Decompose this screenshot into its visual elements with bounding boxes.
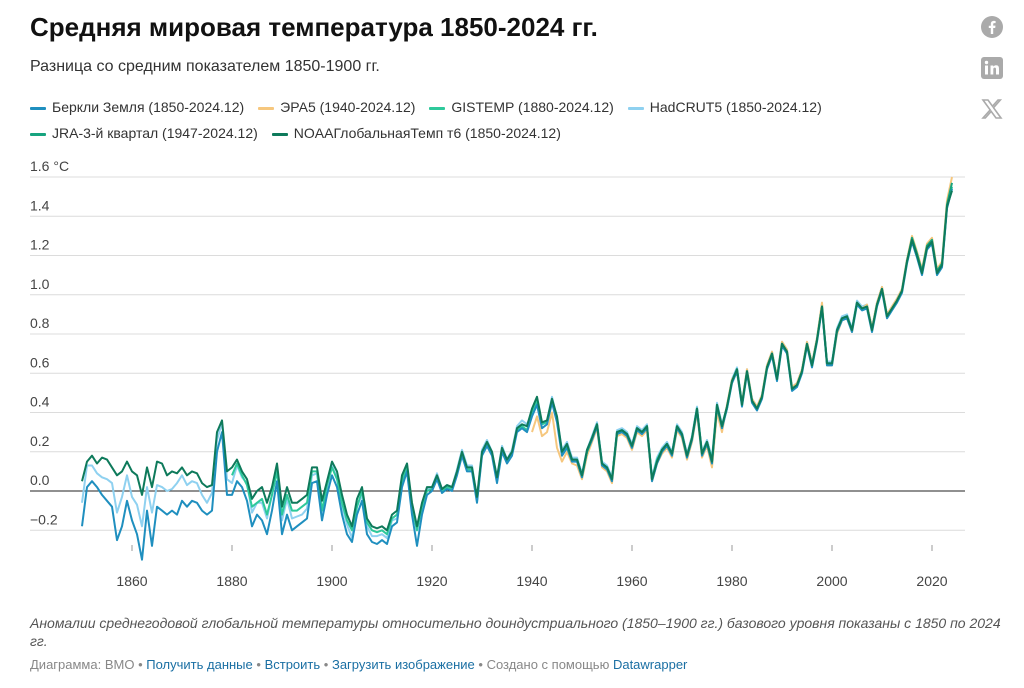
- created-with-label: Создано с помощью: [486, 657, 610, 672]
- series-line-1: [531, 176, 953, 485]
- legend-item: GISTEMP (1880-2024.12): [429, 94, 614, 120]
- chart-title: Средняя мировая температура 1850-2024 гг…: [30, 12, 598, 42]
- line-chart: −0.2 0.0 0.2 0.4 0.6 0.8 1.0 1.2 1.4 1.6 °C 1860 18…: [30, 158, 965, 589]
- x-tick-label: 1980: [716, 573, 747, 589]
- legend-item: NOAAГлобальнаяТемп т6 (1850-2024.12): [271, 120, 561, 146]
- separator: •: [478, 657, 483, 672]
- series-line-0: [81, 188, 953, 561]
- legend-label: NOAAГлобальнаяТемп т6 (1850-2024.12): [293, 125, 561, 141]
- download-image-link[interactable]: Загрузить изображение: [331, 657, 475, 672]
- separator: •: [323, 657, 329, 672]
- source-label: Диаграмма: ВМО: [30, 657, 135, 672]
- y-tick-label: 1.6 °C: [30, 158, 69, 174]
- y-tick-label: 1.2: [30, 237, 50, 253]
- y-tick-label: 0.6: [30, 354, 50, 370]
- legend-item: Беркли Земля (1850-2024.12): [30, 94, 244, 120]
- x-tick-label: 1900: [316, 573, 347, 589]
- legend-item: ЭРА5 (1940-2024.12): [258, 94, 415, 120]
- chart-footer: Диаграмма: ВМО • Получить данные • Встро…: [30, 657, 687, 672]
- x-twitter-icon: [981, 99, 1003, 119]
- legend-label: Беркли Земля (1850-2024.12): [52, 99, 245, 115]
- y-tick-label: 1.0: [30, 276, 50, 292]
- x-tick-label: 1920: [416, 573, 447, 589]
- x-tick-label: 1880: [216, 573, 247, 589]
- x-share-button[interactable]: [980, 97, 1004, 121]
- x-tick-label: 2000: [816, 573, 847, 589]
- x-tick-label: 1860: [116, 573, 147, 589]
- legend-swatch: [30, 106, 46, 110]
- y-tick-label: 0.8: [30, 315, 50, 331]
- y-tick-label: 0.0: [30, 472, 50, 488]
- embed-link[interactable]: Встроить: [264, 657, 321, 672]
- legend-swatch: [271, 132, 288, 136]
- linkedin-share-button[interactable]: [980, 56, 1004, 80]
- legend-swatch: [429, 106, 446, 110]
- legend-label: ЭРА5 (1940-2024.12): [280, 99, 416, 115]
- chart-subtitle: Разница со средним показателем 1850-1900…: [30, 58, 380, 75]
- datawrapper-link[interactable]: Datawrapper: [612, 657, 688, 672]
- legend-swatch: [627, 106, 644, 110]
- legend-item: JRA-3-й квартал (1947-2024.12): [30, 120, 258, 146]
- x-tick-label: 2020: [916, 573, 947, 589]
- separator: •: [138, 657, 143, 672]
- y-tick-label: 0.2: [30, 433, 50, 449]
- x-tick-label: 1960: [616, 573, 647, 589]
- y-tick-label: 1.4: [30, 197, 50, 213]
- linkedin-icon: [981, 57, 1003, 79]
- legend-item: HadCRUT5 (1850-2024.12): [627, 94, 822, 120]
- get-data-link[interactable]: Получить данные: [146, 657, 253, 672]
- facebook-share-button[interactable]: [980, 15, 1004, 39]
- separator: •: [256, 657, 261, 672]
- legend-label: HadCRUT5 (1850-2024.12): [649, 99, 822, 115]
- x-tick-label: 1940: [516, 573, 547, 589]
- chart-note: Аномалии среднегодовой глобальной темпер…: [30, 615, 1001, 649]
- y-tick-label: 0.4: [30, 394, 50, 410]
- y-tick-label: −0.2: [30, 511, 58, 527]
- facebook-icon: [981, 16, 1003, 38]
- legend-swatch: [258, 106, 275, 110]
- series-line-5: [81, 190, 953, 532]
- legend-swatch: [30, 132, 46, 136]
- legend-label: JRA-3-й квартал (1947-2024.12): [52, 125, 258, 141]
- legend-label: GISTEMP (1880-2024.12): [451, 99, 614, 115]
- chart-legend: Беркли Земля (1850-2024.12) ЭРА5 (1940-20…: [30, 94, 970, 146]
